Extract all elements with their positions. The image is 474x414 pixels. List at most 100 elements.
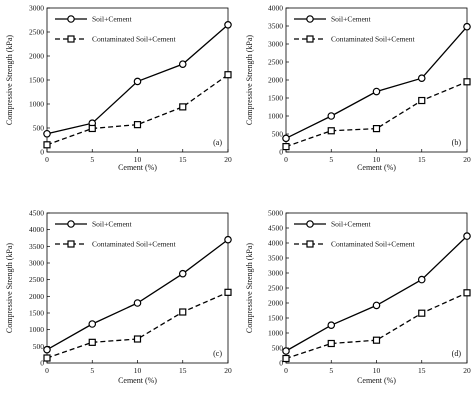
data-point-circle [282, 134, 290, 143]
legend-marker-circle [67, 220, 75, 228]
legend-marker-circle [306, 220, 314, 228]
data-point-circle [282, 347, 290, 355]
x-tick-label: 5 [90, 155, 94, 164]
data-point-square [372, 124, 381, 133]
y-tick-label: 0 [279, 359, 283, 368]
data-point-square [418, 309, 426, 317]
x-tick-label: 0 [284, 155, 288, 164]
x-tick-label: 0 [45, 155, 49, 164]
legend-marker-square [67, 240, 75, 248]
x-tick-label: 10 [134, 155, 142, 164]
data-point-circle [133, 299, 142, 307]
y-tick-label: 3000 [29, 4, 44, 13]
data-point-square [372, 336, 381, 344]
x-tick-label: 0 [45, 366, 49, 375]
data-point-square [179, 308, 187, 316]
legend-marker-square [306, 240, 314, 248]
panel-label: (c) [213, 349, 222, 358]
legend-label: Soil+Cement [92, 15, 133, 24]
y-tick-label: 1000 [268, 329, 283, 338]
data-point-circle [417, 74, 426, 83]
data-point-square [463, 78, 471, 86]
data-point-circle [43, 345, 51, 354]
data-point-square [327, 127, 335, 135]
legend-label: Contaminated Soil+Cement [92, 35, 177, 44]
x-axis-title: Cement (%) [357, 376, 396, 385]
y-tick-label: 3500 [268, 254, 283, 263]
legend-marker-square [306, 35, 314, 43]
x-tick-label: 15 [418, 155, 426, 164]
legend: Soil+Cement Contaminated Soil+Cement [294, 220, 416, 249]
legend-label: Contaminated Soil+Cement [92, 240, 177, 249]
y-tick-label: 1000 [268, 112, 283, 121]
x-tick-label: 0 [284, 366, 288, 375]
y-axis-title: Compressive Strength (kPa) [5, 243, 14, 334]
series-line-2 [285, 81, 468, 148]
y-tick-label: 2000 [29, 292, 44, 301]
y-tick-label: 3500 [29, 242, 44, 251]
x-tick-label: 10 [373, 155, 381, 164]
data-point-square [327, 339, 335, 348]
x-tick-label: 20 [224, 366, 232, 375]
x-tick-label: 20 [224, 155, 232, 164]
data-point-circle [372, 301, 381, 310]
chart-panel-d: 0 500 1000 1500 2000 2500 3000 3500 4000 4500 5000… [245, 209, 471, 386]
x-tick-label: 15 [179, 155, 187, 164]
y-tick-label: 2500 [268, 284, 283, 293]
x-axis-title: Cement (%) [357, 163, 396, 172]
series-line-1 [285, 235, 468, 352]
y-tick-label: 3000 [268, 40, 283, 49]
y-tick-label: 1500 [29, 309, 44, 318]
data-point-circle [224, 20, 232, 29]
y-tick-label: 2000 [29, 52, 44, 61]
y-axis-title: Compressive Strength (kPa) [5, 35, 14, 126]
panel-label: (d) [452, 349, 462, 358]
data-point-circle [178, 60, 187, 68]
y-tick-label: 1000 [29, 100, 44, 109]
x-axis-title: Cement (%) [118, 376, 157, 385]
y-tick-label: 2500 [29, 275, 44, 284]
legend-marker-circle [306, 15, 314, 23]
x-tick-label: 5 [329, 366, 333, 375]
y-tick-label: 500 [33, 342, 45, 351]
data-point-square [224, 71, 232, 79]
y-tick-label: 1500 [29, 76, 44, 85]
y-tick-label: 0 [40, 148, 44, 157]
series-line-2 [285, 292, 468, 360]
y-tick-label: 2000 [268, 76, 283, 85]
data-point-circle [133, 77, 142, 86]
legend-label: Soil+Cement [331, 15, 372, 24]
y-tick-label: 4000 [268, 239, 283, 248]
data-point-square [282, 143, 290, 151]
data-point-circle [463, 232, 471, 240]
y-tick-label: 0 [279, 148, 283, 157]
panel-label: (b) [452, 138, 462, 147]
data-point-circle [88, 320, 97, 328]
legend-label: Contaminated Soil+Cement [331, 240, 416, 249]
x-tick-label: 20 [463, 155, 471, 164]
legend: Soil+Cement Contaminated Soil+Cement [55, 220, 177, 249]
data-point-square [179, 103, 187, 111]
y-tick-label: 2500 [29, 28, 44, 37]
data-point-square [43, 354, 51, 362]
x-tick-label: 5 [90, 366, 94, 375]
y-tick-label: 0 [40, 359, 44, 368]
y-tick-label: 1500 [268, 314, 283, 323]
data-point-circle [417, 275, 426, 284]
y-tick-label: 4000 [29, 225, 44, 234]
y-tick-label: 4500 [29, 209, 44, 218]
y-tick-label: 3000 [268, 269, 283, 278]
legend-label: Soil+Cement [92, 220, 133, 229]
y-tick-label: 5000 [268, 209, 283, 218]
data-point-square [43, 141, 51, 149]
y-tick-label: 2000 [268, 299, 283, 308]
data-point-circle [178, 269, 187, 278]
panel-label: (a) [213, 138, 222, 147]
y-tick-label: 500 [33, 124, 45, 133]
data-point-square [88, 124, 96, 133]
y-axis-title: Compressive Strength (kPa) [245, 243, 254, 334]
series-line-2 [46, 291, 229, 359]
series-line-2 [46, 74, 229, 146]
